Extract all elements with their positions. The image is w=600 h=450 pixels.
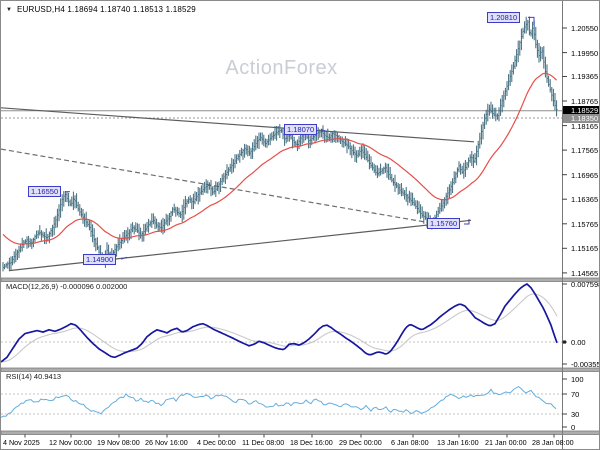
axis-tick-label: 4 Dec 00:00	[197, 438, 236, 447]
axis-tick-label: 1.14565	[571, 269, 599, 278]
axis-tick-label: 1.19365	[571, 72, 599, 81]
axis-tick-label: 30	[571, 410, 580, 419]
current-price-tag: 1.18529	[563, 106, 599, 116]
axis-tick-label: 28 Jan 08:00	[532, 438, 574, 447]
axis-tick-label: 26 Nov 16:00	[145, 438, 188, 447]
price-annotation: 1.15760	[427, 218, 461, 230]
chart-title-bar: ▼ EURUSD,H4 1.18694 1.18740 1.18513 1.18…	[6, 5, 196, 14]
macd-label: MACD(12,26,9) -0.000096 0.002000	[6, 282, 128, 291]
watermark: ActionForex	[225, 57, 338, 79]
axis-tick-label: 1.15165	[571, 244, 599, 253]
chart-title: EURUSD,H4 1.18694 1.18740 1.18513 1.1852…	[16, 5, 196, 14]
axis-tick-label: 18 Dec 16:00	[290, 438, 333, 447]
price-annotation: 1.16550	[28, 186, 62, 198]
symbol-dropdown-icon[interactable]: ▼	[6, 6, 12, 13]
axis-tick-label: 13 Jan 16:00	[437, 438, 479, 447]
axis-tick-label: 0.007598	[571, 280, 600, 289]
rsi-label: RSI(14) 40.9413	[6, 372, 62, 381]
axis-tick-label: 0	[571, 423, 576, 432]
axis-tick-label: 6 Jan 08:00	[391, 438, 429, 447]
axis-tick-label: 0.00	[571, 338, 586, 347]
level-price-tag: 1.18350	[563, 113, 599, 123]
axis-tick-label: 11 Dec 08:00	[242, 438, 285, 447]
axis-tick-label: 1.20550	[571, 24, 599, 33]
axis-tick-label: -0.00355	[571, 360, 600, 369]
price-annotation: 1.18070	[284, 123, 318, 135]
axis-tick-label: 21 Jan 00:00	[485, 438, 527, 447]
axis-tick-label: 1.18765	[571, 97, 599, 106]
axis-tick-label: 1.17565	[571, 146, 599, 155]
axis-tick-label: 70	[571, 390, 580, 399]
axis-tick-label: 1.18165	[571, 122, 599, 131]
axis-tick-label: 4 Nov 2025	[3, 438, 40, 447]
price-annotation: 1.20810	[487, 11, 521, 23]
price-annotation: 1.14900	[83, 253, 117, 265]
axis-tick-label: 12 Nov 00:00	[49, 438, 92, 447]
axis-tick-label: 1.16365	[571, 195, 599, 204]
axis-tick-label: 1.15765	[571, 220, 599, 229]
axis-tick-label: 29 Dec 00:00	[339, 438, 382, 447]
axis-tick-label: 1.16965	[571, 171, 599, 180]
axis-tick-label: 1.19950	[571, 49, 599, 58]
axis-tick-label: 100	[571, 375, 584, 384]
axis-tick-label: 19 Nov 08:00	[97, 438, 140, 447]
